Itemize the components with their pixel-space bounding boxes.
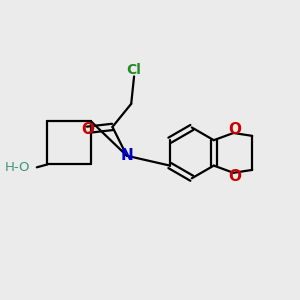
Text: H-O: H-O [5,161,30,174]
Text: O: O [228,169,242,184]
Text: O: O [81,122,94,137]
Text: O: O [228,122,242,137]
Text: N: N [121,148,133,163]
Text: Cl: Cl [127,63,142,77]
